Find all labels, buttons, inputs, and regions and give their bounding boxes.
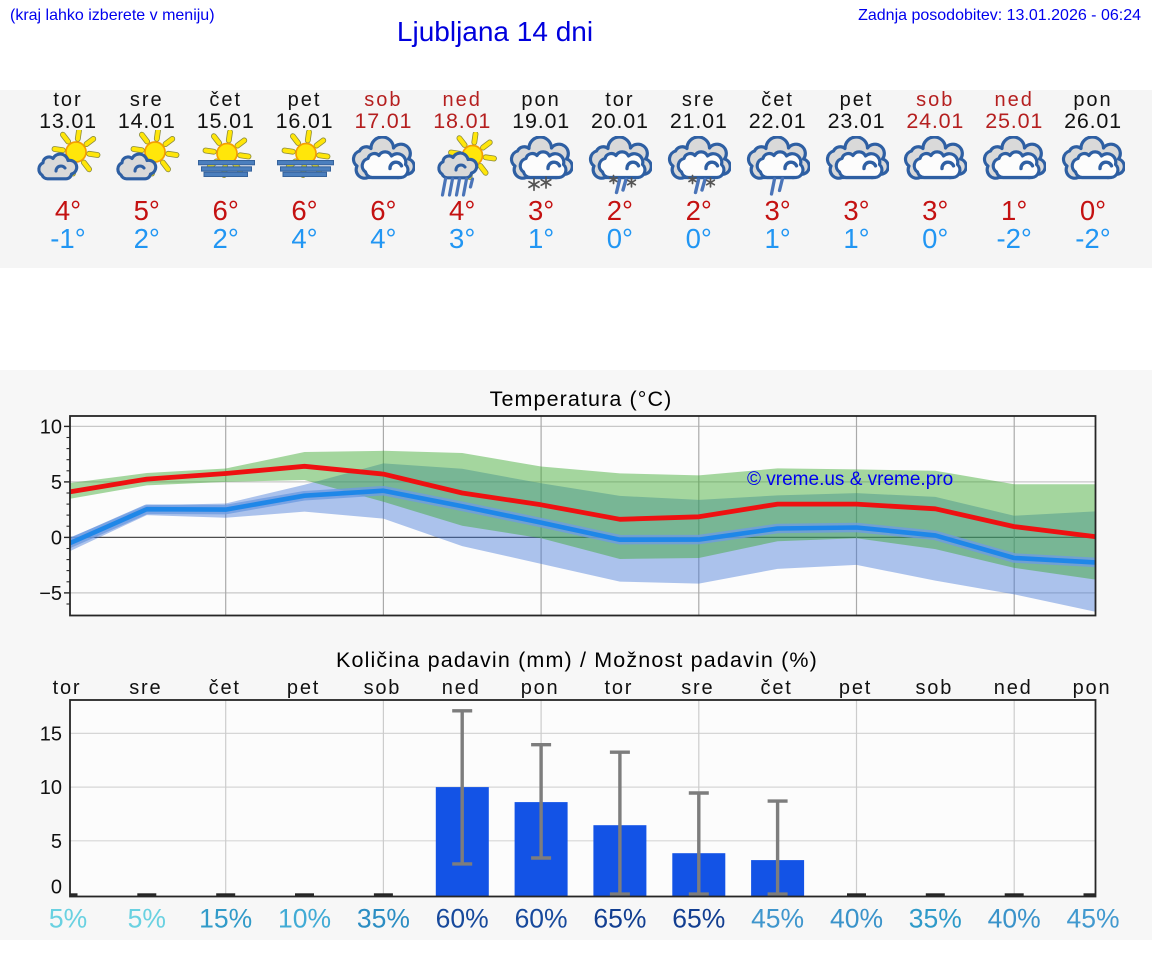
svg-text:35%: 35% [909,904,962,934]
svg-text:10: 10 [40,777,62,799]
svg-text:sob: sob [364,677,402,699]
svg-text:5%: 5% [49,904,87,934]
svg-text:35%: 35% [357,904,410,934]
svg-text:0: 0 [51,877,62,899]
svg-text:ned: ned [442,677,481,699]
svg-text:Količina padavin (mm) / Možnos: Količina padavin (mm) / Možnost padavin … [336,648,818,672]
svg-text:10%: 10% [278,904,331,934]
svg-text:5: 5 [51,831,62,853]
svg-text:sre: sre [681,677,714,699]
svg-text:čet: čet [761,677,793,699]
svg-text:5%: 5% [128,904,166,934]
svg-text:−5: −5 [39,583,62,605]
svg-text:pet: pet [839,677,872,699]
svg-text:65%: 65% [672,904,725,934]
svg-text:65%: 65% [593,904,646,934]
svg-text:ned: ned [994,677,1033,699]
svg-text:40%: 40% [988,904,1041,934]
svg-text:čet: čet [209,677,241,699]
svg-text:Temperatura (°C): Temperatura (°C) [490,387,673,411]
svg-text:45%: 45% [751,904,804,934]
svg-text:60%: 60% [515,904,568,934]
svg-text:pon: pon [1073,677,1112,699]
svg-text:15: 15 [40,723,62,745]
svg-text:pet: pet [287,677,320,699]
svg-text:5: 5 [51,472,62,494]
svg-text:40%: 40% [830,904,883,934]
svg-text:45%: 45% [1066,904,1119,934]
svg-text:sob: sob [915,677,953,699]
svg-text:10: 10 [40,416,62,438]
svg-text:tor: tor [605,677,634,699]
svg-text:© vreme.us & vreme.pro: © vreme.us & vreme.pro [747,469,953,490]
svg-text:pon: pon [521,677,560,699]
svg-text:tor: tor [53,677,82,699]
svg-text:0: 0 [51,527,62,549]
svg-text:60%: 60% [436,904,489,934]
svg-text:15%: 15% [199,904,252,934]
svg-text:sre: sre [129,677,162,699]
